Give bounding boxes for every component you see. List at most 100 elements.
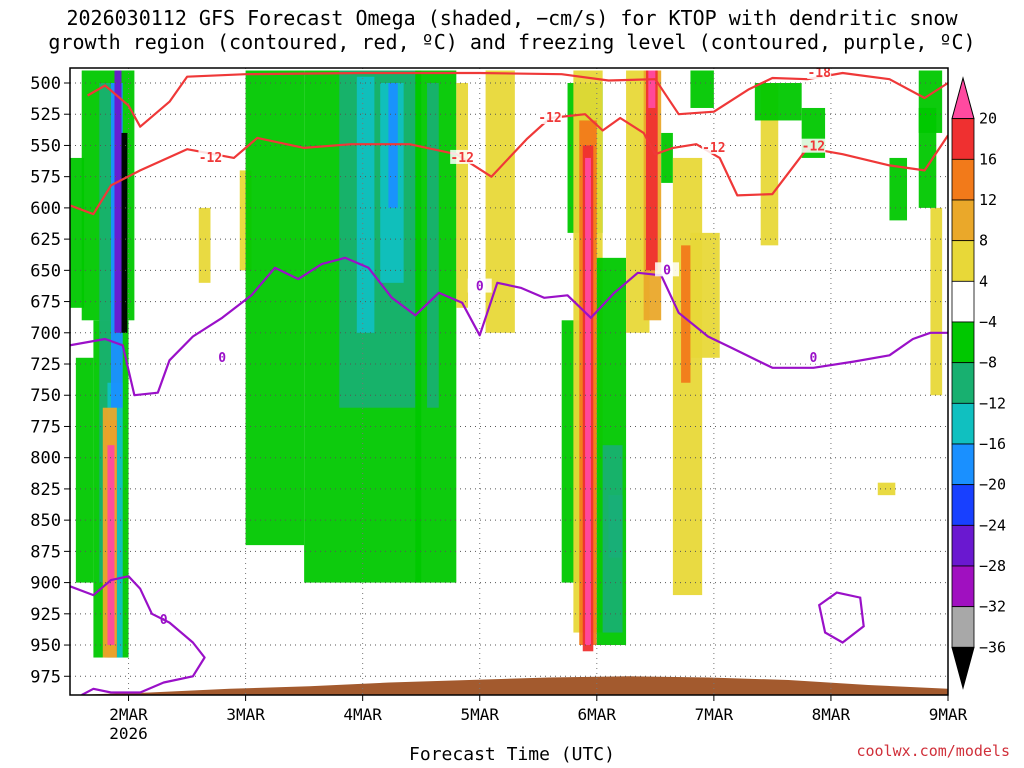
colorbar-label: −32 — [979, 598, 1006, 616]
y-tick-label: 500 — [30, 74, 61, 94]
y-tick-label: 700 — [30, 324, 61, 344]
y-tick-label: 750 — [30, 386, 61, 406]
colorbar-label: 12 — [979, 191, 997, 209]
freezing-level-contour-label-bg — [801, 349, 826, 364]
colorbar-label: −28 — [979, 557, 1006, 575]
colorbar-label: −8 — [979, 354, 997, 372]
colorbar-label: 20 — [979, 110, 997, 128]
x-tick-label: 9MAR — [929, 705, 968, 724]
omega-shade-region — [661, 132, 673, 183]
omega-shade-region — [690, 232, 720, 358]
freezing-level-contour-label-bg — [210, 349, 235, 364]
colorbar-swatch — [951, 240, 975, 282]
x-tick-label: 5MAR — [460, 705, 499, 724]
omega-shade-region — [107, 445, 115, 646]
colorbar-swatch — [951, 158, 975, 201]
omega-shade-region — [585, 157, 591, 646]
dgz-minus12-contour-label-bg — [537, 109, 562, 124]
dgz-minus12-contour-label-bg — [198, 149, 223, 164]
omega-shade-region — [427, 82, 439, 408]
omega-shade-region — [485, 70, 515, 333]
colorbar-label: 8 — [979, 232, 988, 250]
dgz-minus18-contour-label-bg — [807, 68, 832, 79]
dgz-minus12-contour-label: -12 — [199, 151, 222, 166]
colorbar-label: −20 — [979, 476, 1006, 494]
x-tick-label: 2MAR — [109, 705, 148, 724]
y-tick-label: 800 — [30, 449, 61, 469]
freezing-level-contour-label: 0 — [809, 351, 817, 366]
omega-shade-region — [388, 82, 398, 208]
omega-shade-region — [75, 357, 94, 583]
x-tick-sublabel: 2026 — [109, 724, 148, 743]
y-tick-label: 600 — [30, 199, 61, 219]
omega-shade-region — [690, 70, 714, 108]
colorbar-swatch — [951, 402, 975, 445]
dgz-minus12-contour-label-bg — [801, 138, 826, 153]
colorbar-label: −16 — [979, 435, 1006, 453]
freezing-level-loop — [817, 591, 865, 644]
dgz-minus12-contour-label: -12 — [538, 111, 561, 126]
omega-shade-region — [918, 107, 937, 208]
dgz-minus12-contour-label: -12 — [802, 140, 825, 155]
omega-shade-region — [356, 76, 375, 333]
y-tick-label: 575 — [30, 168, 61, 188]
y-tick-label: 650 — [30, 261, 61, 281]
freezing-level-contour-label: 0 — [476, 280, 484, 295]
omega-shade-region — [877, 482, 896, 496]
y-tick-label: 625 — [30, 230, 61, 250]
colorbar-top-arrow — [951, 76, 975, 120]
omega-shade-region — [930, 207, 943, 396]
omega-shade-region — [648, 70, 656, 108]
y-tick-label: 900 — [30, 574, 61, 594]
y-tick-label: 675 — [30, 293, 61, 313]
y-tick-label: 525 — [30, 105, 61, 125]
x-tick-label: 8MAR — [812, 705, 851, 724]
colorbar-bottom-arrow — [951, 646, 975, 690]
omega-shade-region — [760, 82, 779, 246]
colorbar-swatch — [951, 443, 975, 486]
x-tick-label: 7MAR — [695, 705, 734, 724]
x-tick-label: 6MAR — [578, 705, 617, 724]
colorbar-swatch — [951, 606, 975, 648]
dgz-minus18-contour-label: -18 — [807, 66, 831, 81]
omega-shade-region — [245, 70, 305, 546]
colorbar-swatch — [951, 118, 975, 160]
freezing-level-contour-label: 0 — [663, 263, 671, 278]
colorbar-swatch — [951, 362, 975, 404]
y-tick-label: 825 — [30, 480, 61, 500]
colorbar-swatch — [951, 199, 975, 242]
omega-shade-region — [121, 132, 128, 333]
credit-text: coolwx.com/models — [856, 742, 1010, 760]
y-tick-label: 850 — [30, 511, 61, 531]
colorbar-label: −24 — [979, 516, 1006, 534]
omega-shade-region — [114, 70, 122, 333]
chart-title: 2026030112 GFS Forecast Omega (shaded, −… — [0, 6, 1024, 54]
freezing-level-contour-label-bg — [467, 278, 492, 293]
colorbar-label: 4 — [979, 272, 988, 290]
y-tick-label: 875 — [30, 542, 61, 562]
plot-frame — [69, 67, 949, 696]
omega-shade-region — [456, 82, 469, 308]
omega-shade-region — [198, 207, 211, 283]
colorbar-label: −36 — [979, 638, 1006, 656]
terrain-fill — [70, 676, 948, 695]
colorbar-label: −4 — [979, 313, 997, 331]
colorbar-swatch — [951, 565, 975, 608]
y-tick-label: 775 — [30, 417, 61, 437]
colorbar-label: 16 — [979, 150, 997, 168]
omega-shade-region — [602, 445, 623, 633]
dgz-minus12-contour-label-bg — [450, 149, 475, 164]
dgz-minus12-contour-label: -12 — [450, 151, 473, 166]
y-tick-label: 975 — [30, 667, 61, 687]
dgz-minus12-contour-label-bg — [701, 139, 726, 154]
colorbar-swatch — [951, 321, 975, 364]
y-tick-label: 925 — [30, 605, 61, 625]
chart-title-line2: growth region (contoured, red, ºC) and f… — [48, 30, 976, 54]
colorbar-label: −12 — [979, 394, 1006, 412]
colorbar-swatch — [951, 280, 975, 323]
omega-shade-region — [754, 82, 802, 121]
omega-shade-region — [645, 70, 658, 271]
x-tick-label: 4MAR — [343, 705, 382, 724]
